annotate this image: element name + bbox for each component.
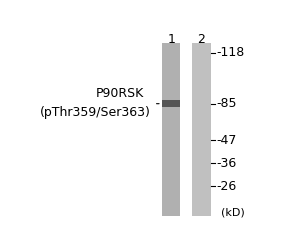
Text: -26: -26 [217, 180, 237, 193]
Text: (pThr359/Ser363): (pThr359/Ser363) [40, 106, 151, 119]
Bar [162, 43, 181, 216]
Text: -47: -47 [217, 134, 237, 147]
Bar [192, 43, 211, 216]
Text: P90RSK: P90RSK [96, 87, 145, 100]
Text: -85: -85 [217, 97, 237, 110]
Bar [162, 100, 181, 107]
Text: 1: 1 [167, 33, 175, 46]
Text: 2: 2 [197, 33, 206, 46]
Text: -118: -118 [217, 46, 245, 60]
Text: -36: -36 [217, 157, 237, 170]
Text: (kD): (kD) [221, 207, 245, 217]
